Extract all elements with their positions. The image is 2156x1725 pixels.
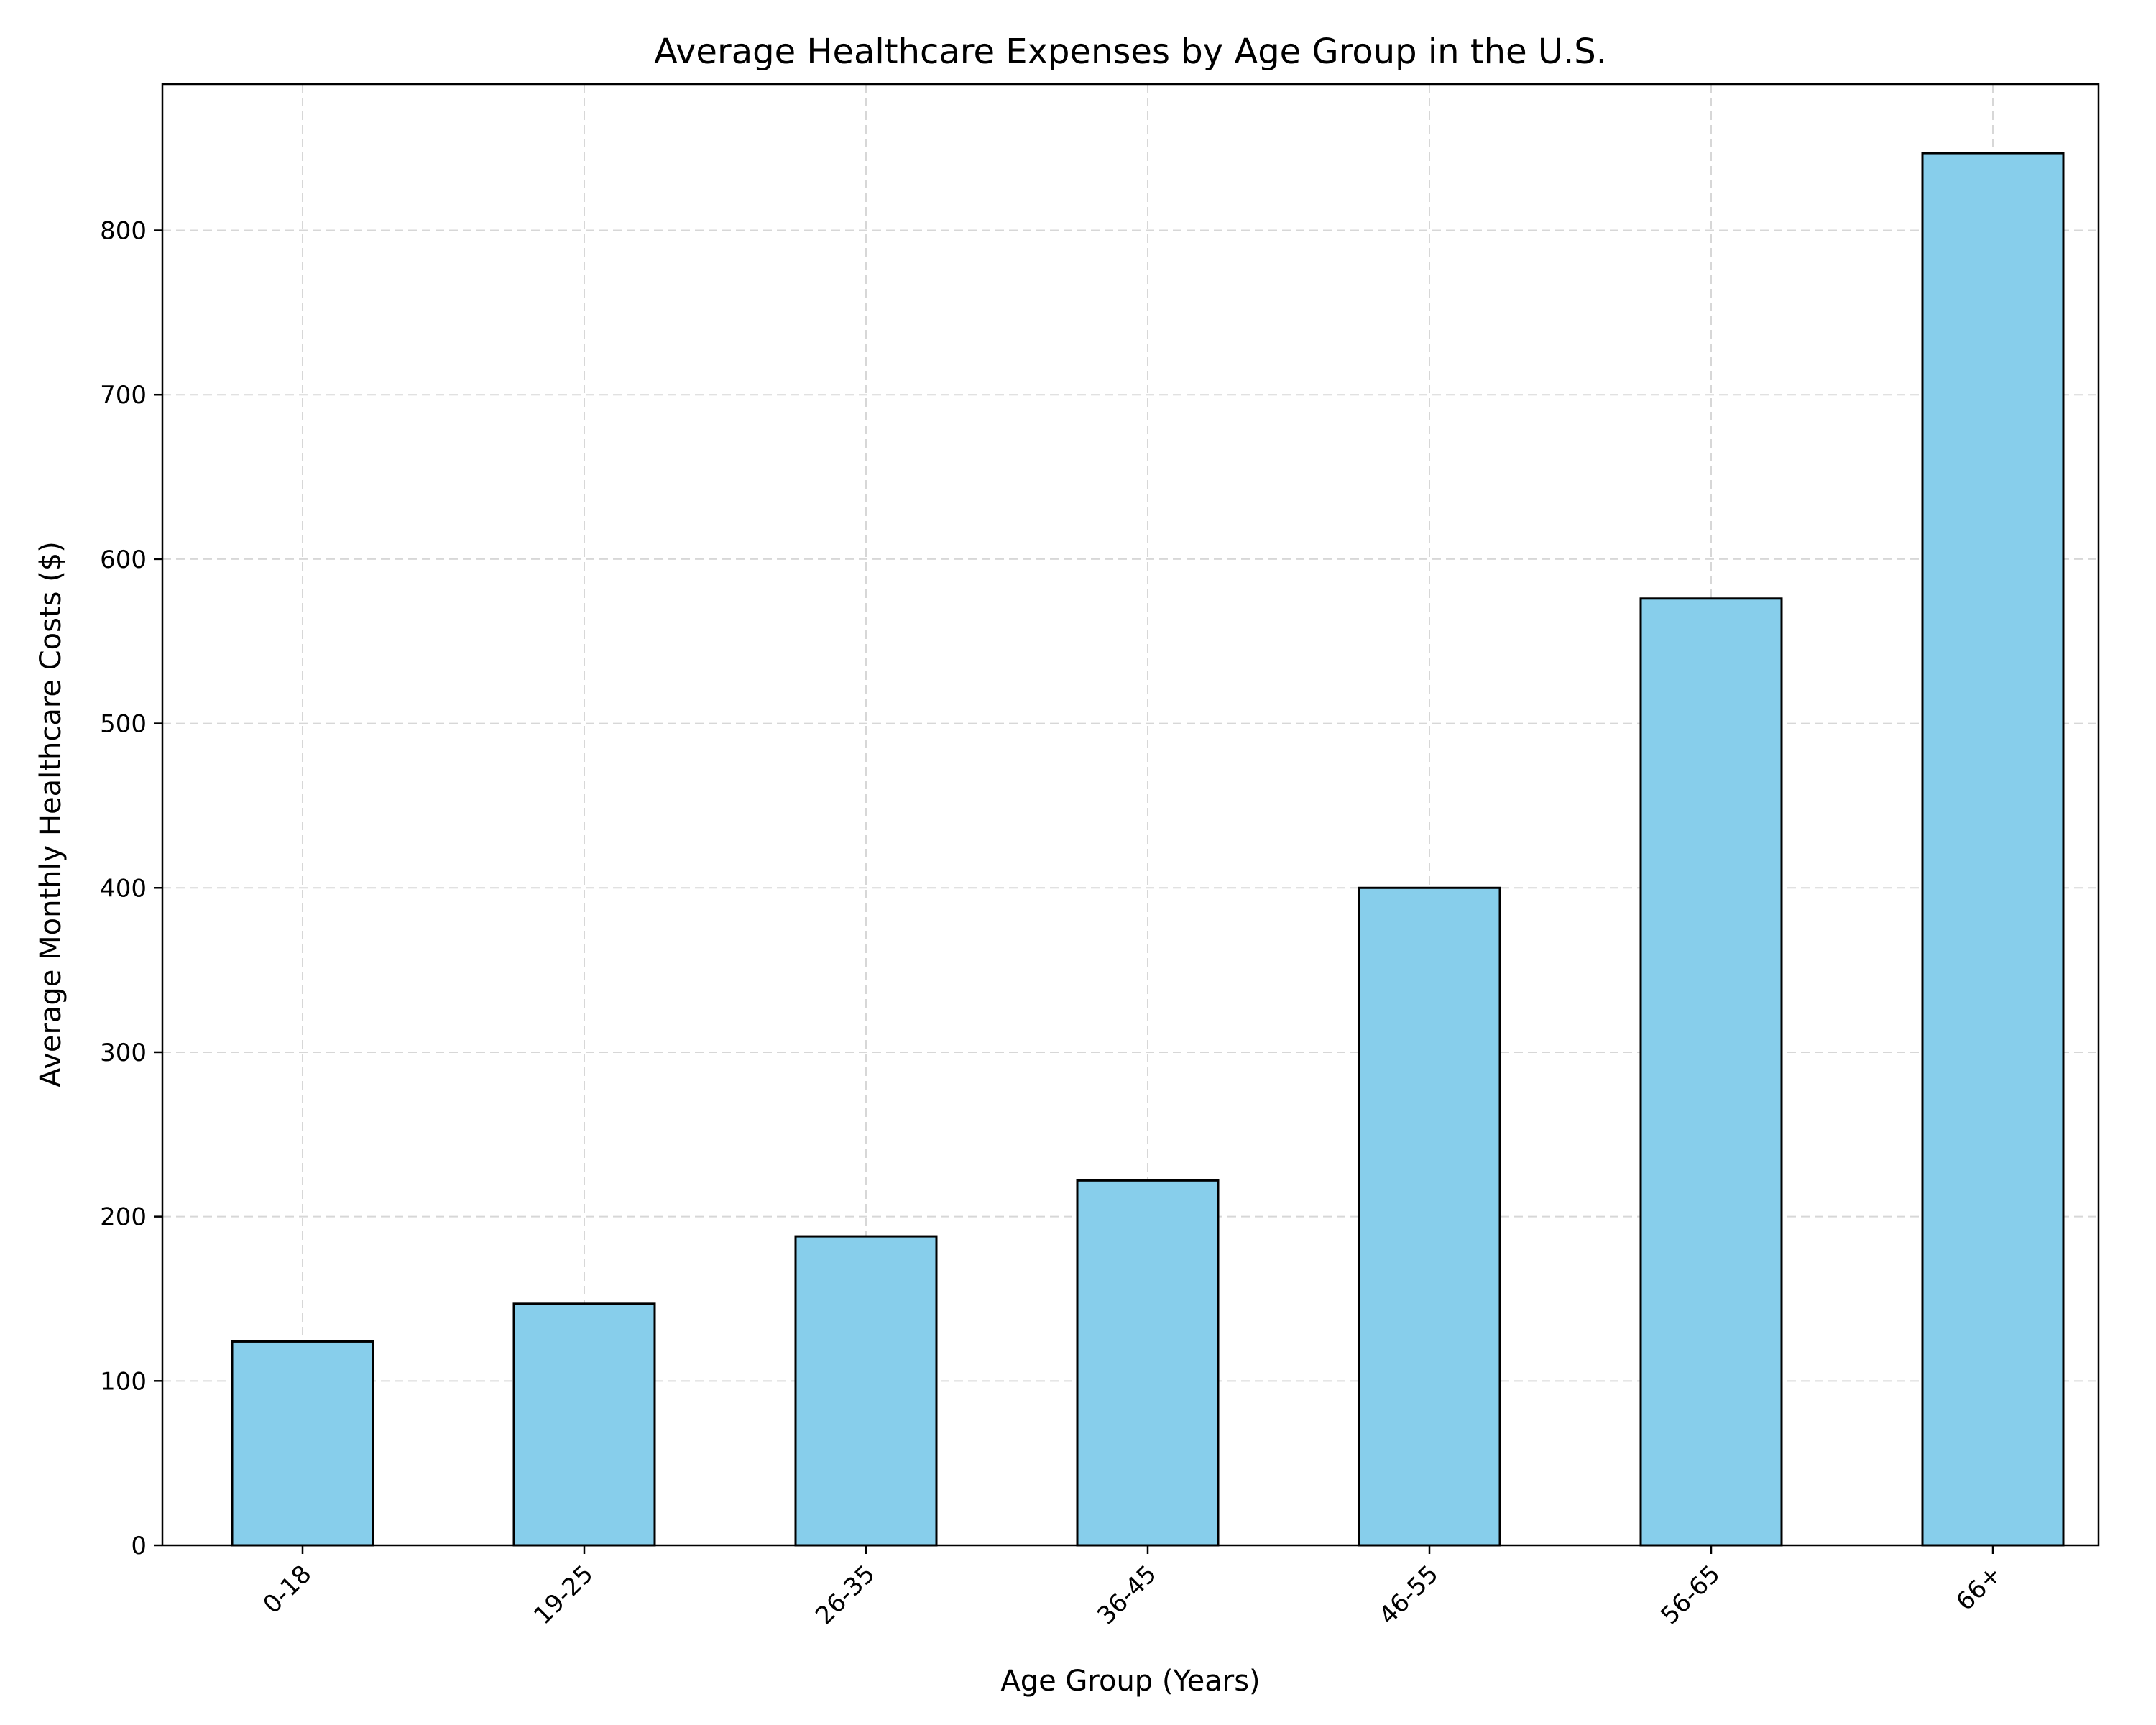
x-tick-label: 36-45 — [1092, 1560, 1162, 1630]
chart-title: Average Healthcare Expenses by Age Group… — [654, 32, 1607, 72]
bar-66+ — [1922, 153, 2063, 1545]
y-tick-label: 700 — [100, 381, 147, 410]
x-tick-label: 56-65 — [1655, 1560, 1726, 1630]
y-tick-label: 400 — [100, 874, 147, 903]
bar-19-25 — [514, 1304, 655, 1545]
bar-36-45 — [1077, 1180, 1218, 1545]
y-tick-label: 0 — [131, 1532, 147, 1560]
x-tick-label: 46-55 — [1373, 1560, 1444, 1630]
y-tick-label: 800 — [100, 217, 147, 246]
y-axis-label: Average Monthly Healthcare Costs ($) — [34, 541, 68, 1087]
y-tick-label: 600 — [100, 546, 147, 574]
x-tick-label: 19-25 — [528, 1560, 599, 1630]
y-tick-label: 200 — [100, 1203, 147, 1232]
bar-56-65 — [1641, 599, 1782, 1545]
x-tick-label: 26-35 — [810, 1560, 880, 1630]
y-tick-label: 100 — [100, 1367, 147, 1396]
bar-46-55 — [1359, 888, 1500, 1545]
y-tick-label: 500 — [100, 710, 147, 739]
x-axis-label: Age Group (Years) — [1000, 1665, 1260, 1698]
x-tick-label: 0-18 — [258, 1560, 318, 1619]
y-axis-ticks: 0 100 200 300 400 500 600 700 800 — [100, 217, 162, 1560]
x-tick-label: 66+ — [1950, 1560, 2007, 1616]
y-tick-label: 300 — [100, 1039, 147, 1067]
bar-26-35 — [796, 1236, 936, 1545]
x-axis-ticks: 0-18 19-25 26-35 36-45 46-55 56-65 66+ — [258, 1545, 2008, 1630]
bar-0-18 — [232, 1341, 373, 1545]
